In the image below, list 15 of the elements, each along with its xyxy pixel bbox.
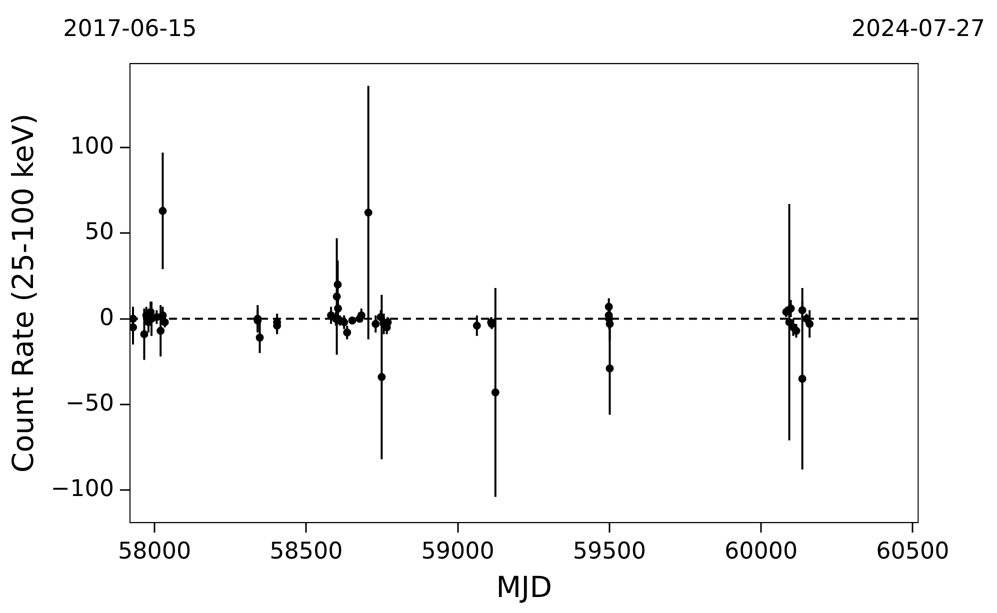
x-tick-label: 59500 (572, 538, 646, 564)
x-tick-label: 60000 (724, 538, 798, 564)
x-tick-label: 60500 (876, 538, 950, 564)
y-tick-label: −50 (65, 390, 114, 416)
x2-tick-label: 2024-07-27 (851, 16, 986, 42)
x-axis-title: MJD (496, 570, 552, 604)
y-tick-label: 100 (70, 133, 114, 160)
y-tick-label: −100 (50, 476, 114, 502)
x-tick-label: 58000 (118, 538, 192, 564)
x2-tick-label: 2017-06-15 (63, 16, 197, 42)
y-axis-title: Count Rate (25-100 keV) (6, 114, 40, 473)
x-tick-label: 59000 (421, 538, 494, 564)
y-tick-label: 50 (84, 219, 114, 246)
x-tick-label: 58500 (270, 538, 343, 564)
y-tick-label: 0 (99, 304, 114, 331)
